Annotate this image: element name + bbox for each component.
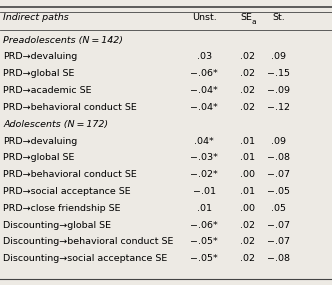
Text: .02: .02	[240, 254, 255, 263]
Text: Discounting→behavioral conduct SE: Discounting→behavioral conduct SE	[3, 237, 174, 247]
Text: −.07: −.07	[267, 170, 290, 179]
Text: .05: .05	[271, 204, 287, 213]
Text: Indirect paths: Indirect paths	[3, 13, 69, 22]
Text: .02: .02	[240, 69, 255, 78]
Text: .02: .02	[240, 237, 255, 247]
Text: .01: .01	[240, 153, 255, 162]
Text: .02: .02	[240, 52, 255, 62]
Text: −.02*: −.02*	[190, 170, 218, 179]
Text: −.04*: −.04*	[190, 86, 218, 95]
Text: −.04*: −.04*	[190, 103, 218, 112]
Text: −.07: −.07	[267, 237, 290, 247]
Text: .09: .09	[271, 137, 287, 146]
Text: −.05*: −.05*	[190, 237, 218, 247]
Text: PRD→global SE: PRD→global SE	[3, 69, 75, 78]
Text: Preadolescents (N = 142): Preadolescents (N = 142)	[3, 36, 123, 45]
Text: .01: .01	[197, 204, 212, 213]
Text: .00: .00	[240, 170, 255, 179]
Text: −.07: −.07	[267, 221, 290, 230]
Text: Discounting→social acceptance SE: Discounting→social acceptance SE	[3, 254, 168, 263]
Text: PRD→behavioral conduct SE: PRD→behavioral conduct SE	[3, 170, 137, 179]
Text: .02: .02	[240, 221, 255, 230]
Text: St.: St.	[273, 13, 285, 22]
Text: −.09: −.09	[267, 86, 290, 95]
Text: .02: .02	[240, 86, 255, 95]
Text: PRD→behavioral conduct SE: PRD→behavioral conduct SE	[3, 103, 137, 112]
Text: Unst.: Unst.	[192, 13, 216, 22]
Text: −.08: −.08	[267, 153, 290, 162]
Text: Discounting→global SE: Discounting→global SE	[3, 221, 111, 230]
Text: PRD→social acceptance SE: PRD→social acceptance SE	[3, 187, 131, 196]
Text: PRD→global SE: PRD→global SE	[3, 153, 75, 162]
Text: a: a	[252, 19, 256, 25]
Text: .03: .03	[197, 52, 212, 62]
Text: PRD→academic SE: PRD→academic SE	[3, 86, 92, 95]
Text: .00: .00	[240, 204, 255, 213]
Text: .02: .02	[240, 103, 255, 112]
Text: SE: SE	[241, 13, 253, 22]
Text: .09: .09	[271, 52, 287, 62]
Text: PRD→close friendship SE: PRD→close friendship SE	[3, 204, 121, 213]
Text: −.06*: −.06*	[190, 69, 218, 78]
Text: −.05*: −.05*	[190, 254, 218, 263]
Text: PRD→devaluing: PRD→devaluing	[3, 52, 78, 62]
Text: −.15: −.15	[267, 69, 290, 78]
Text: −.06*: −.06*	[190, 221, 218, 230]
Text: Adolescents (N = 172): Adolescents (N = 172)	[3, 120, 109, 129]
Text: .04*: .04*	[194, 137, 214, 146]
Text: −.12: −.12	[267, 103, 290, 112]
Text: −.01: −.01	[193, 187, 216, 196]
Text: −.03*: −.03*	[190, 153, 218, 162]
Text: .01: .01	[240, 137, 255, 146]
Text: .01: .01	[240, 187, 255, 196]
Text: −.05: −.05	[267, 187, 290, 196]
Text: PRD→devaluing: PRD→devaluing	[3, 137, 78, 146]
Text: −.08: −.08	[267, 254, 290, 263]
